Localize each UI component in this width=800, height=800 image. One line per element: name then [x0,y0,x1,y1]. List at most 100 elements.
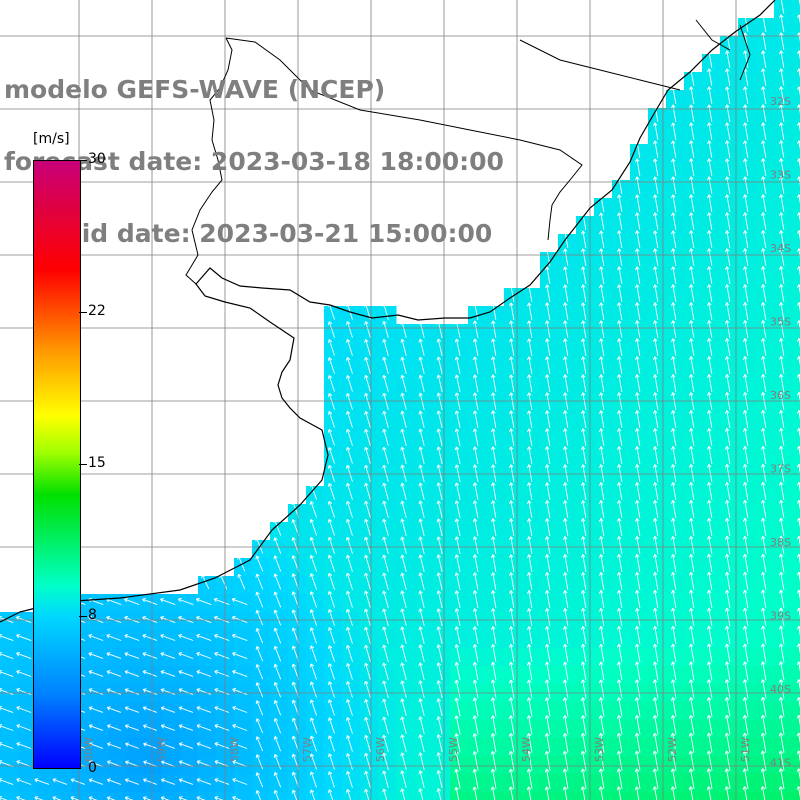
wind-arrow [599,266,605,284]
wind-arrow [580,679,587,699]
wind-arrow [670,679,677,699]
wind-arrow [327,681,335,698]
wind-arrow [124,688,140,695]
wind-arrow [345,518,353,536]
wind-arrow [778,481,785,501]
wind-arrow [382,626,389,644]
lon-labels: 60W59W58W57W56W55W54W53W52W51W50W [82,737,752,762]
wind-arrow [653,518,659,537]
wind-arrow [491,554,497,573]
wind-arrow [346,771,353,788]
wind-arrow [273,771,282,788]
wind-arrow [345,446,353,464]
wind-arrow [617,572,623,591]
wind-arrow [491,464,497,483]
wind-arrow [545,410,551,429]
wind-arrow [563,374,569,393]
wind-arrow [472,697,479,717]
wind-arrow [491,446,497,465]
wind-arrow [617,194,623,212]
wind-arrow [142,706,158,713]
wind-arrow [562,679,569,699]
wind-arrow [345,572,353,590]
wind-arrow [255,573,264,590]
wind-arrow [743,463,749,483]
wind-arrow [509,320,515,338]
wind-arrow [797,68,800,78]
wind-cell [450,792,469,800]
colorbar [33,160,81,769]
wind-cell [36,792,55,800]
wind-arrow [508,697,515,717]
wind-arrow [598,768,605,789]
wind-arrow [309,627,318,644]
wind-arrow [652,768,659,789]
wind-arrow [616,732,623,753]
wind-arrow [106,634,122,641]
wind-arrow [617,302,623,321]
wind-arrow [617,428,623,447]
wind-arrow [761,14,767,32]
wind-arrow [778,714,785,735]
wind-arrow [400,770,407,789]
wind-arrow [472,590,479,609]
wind-arrow [364,734,371,752]
wind-arrow [725,86,731,104]
wind-arrow [617,410,623,429]
wind-arrow [214,706,230,713]
wind-arrow [346,357,353,374]
wind-arrow [635,536,641,555]
wind-arrow [563,482,569,501]
wind-arrow [88,778,104,785]
wind-arrow [345,410,353,428]
wind-arrow [706,643,713,663]
wind-arrow [490,697,497,717]
wind-arrow [563,608,569,627]
wind-arrow [142,597,158,605]
wind-arrow [364,374,371,392]
wind-arrow [454,751,461,771]
wind-arrow [563,284,569,302]
wind-arrow [778,553,785,573]
wind-arrow [0,724,14,731]
wind-arrow [760,589,767,609]
wind-arrow [689,140,695,158]
wind-arrow [635,500,641,519]
wind-arrow [544,661,551,681]
wind-arrow [509,643,515,663]
wind-arrow [581,590,587,609]
wind-arrow [617,625,623,645]
wind-arrow [527,554,533,573]
wind-arrow [327,429,335,446]
wind-arrow [526,679,533,699]
wind-arrow [509,464,515,483]
colorbar-tick-0: 0 [88,760,97,776]
wind-arrow [670,589,677,609]
wind-arrow [418,662,425,681]
wind-arrow [707,122,713,140]
wind-arrow [581,500,587,519]
wind-arrow [527,446,533,465]
wind-arrow [653,158,659,176]
wind-cell [414,792,433,800]
wind-arrow [760,553,767,573]
wind-arrow [400,410,407,428]
wind-cell [792,144,800,163]
wind-arrow [16,724,32,731]
wind-arrow [400,500,407,518]
wind-arrow [670,643,677,663]
wind-arrow [196,633,212,641]
wind-arrow [617,374,623,393]
wind-arrow [214,633,230,641]
wind-cell [612,792,631,800]
wind-arrow [34,778,50,785]
wind-arrow [400,392,407,410]
wind-arrow [724,768,731,789]
wind-arrow [160,706,176,713]
wind-arrow [544,733,551,753]
wind-cell [792,666,800,685]
wind-arrow [689,284,695,303]
wind-arrow [724,589,731,609]
wind-cell [792,270,800,289]
wind-arrow [527,536,533,555]
